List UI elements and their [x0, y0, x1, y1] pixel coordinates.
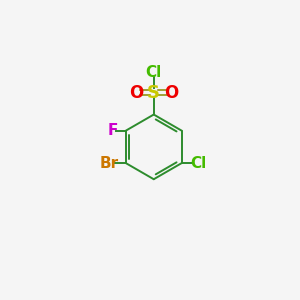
Text: O: O — [164, 84, 178, 102]
Text: O: O — [129, 84, 144, 102]
Text: F: F — [107, 123, 118, 138]
Text: Cl: Cl — [146, 65, 162, 80]
Text: S: S — [147, 84, 160, 102]
Text: Cl: Cl — [190, 155, 206, 170]
Text: Br: Br — [100, 155, 119, 170]
